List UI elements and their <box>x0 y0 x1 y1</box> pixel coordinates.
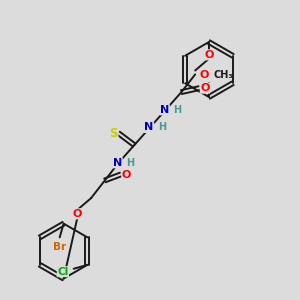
Text: H: H <box>126 158 135 168</box>
Text: Br: Br <box>53 242 66 252</box>
Text: H: H <box>158 122 166 132</box>
Text: O: O <box>73 209 82 219</box>
Text: O: O <box>204 50 214 60</box>
Text: S: S <box>110 127 118 140</box>
Text: Cl: Cl <box>57 267 68 277</box>
Text: H: H <box>174 105 182 115</box>
Text: CH₃: CH₃ <box>214 70 233 80</box>
Text: N: N <box>144 122 154 132</box>
Text: N: N <box>113 158 122 168</box>
Text: N: N <box>160 105 169 115</box>
Text: O: O <box>122 169 131 179</box>
Text: O: O <box>200 83 210 93</box>
Text: O: O <box>199 70 209 80</box>
